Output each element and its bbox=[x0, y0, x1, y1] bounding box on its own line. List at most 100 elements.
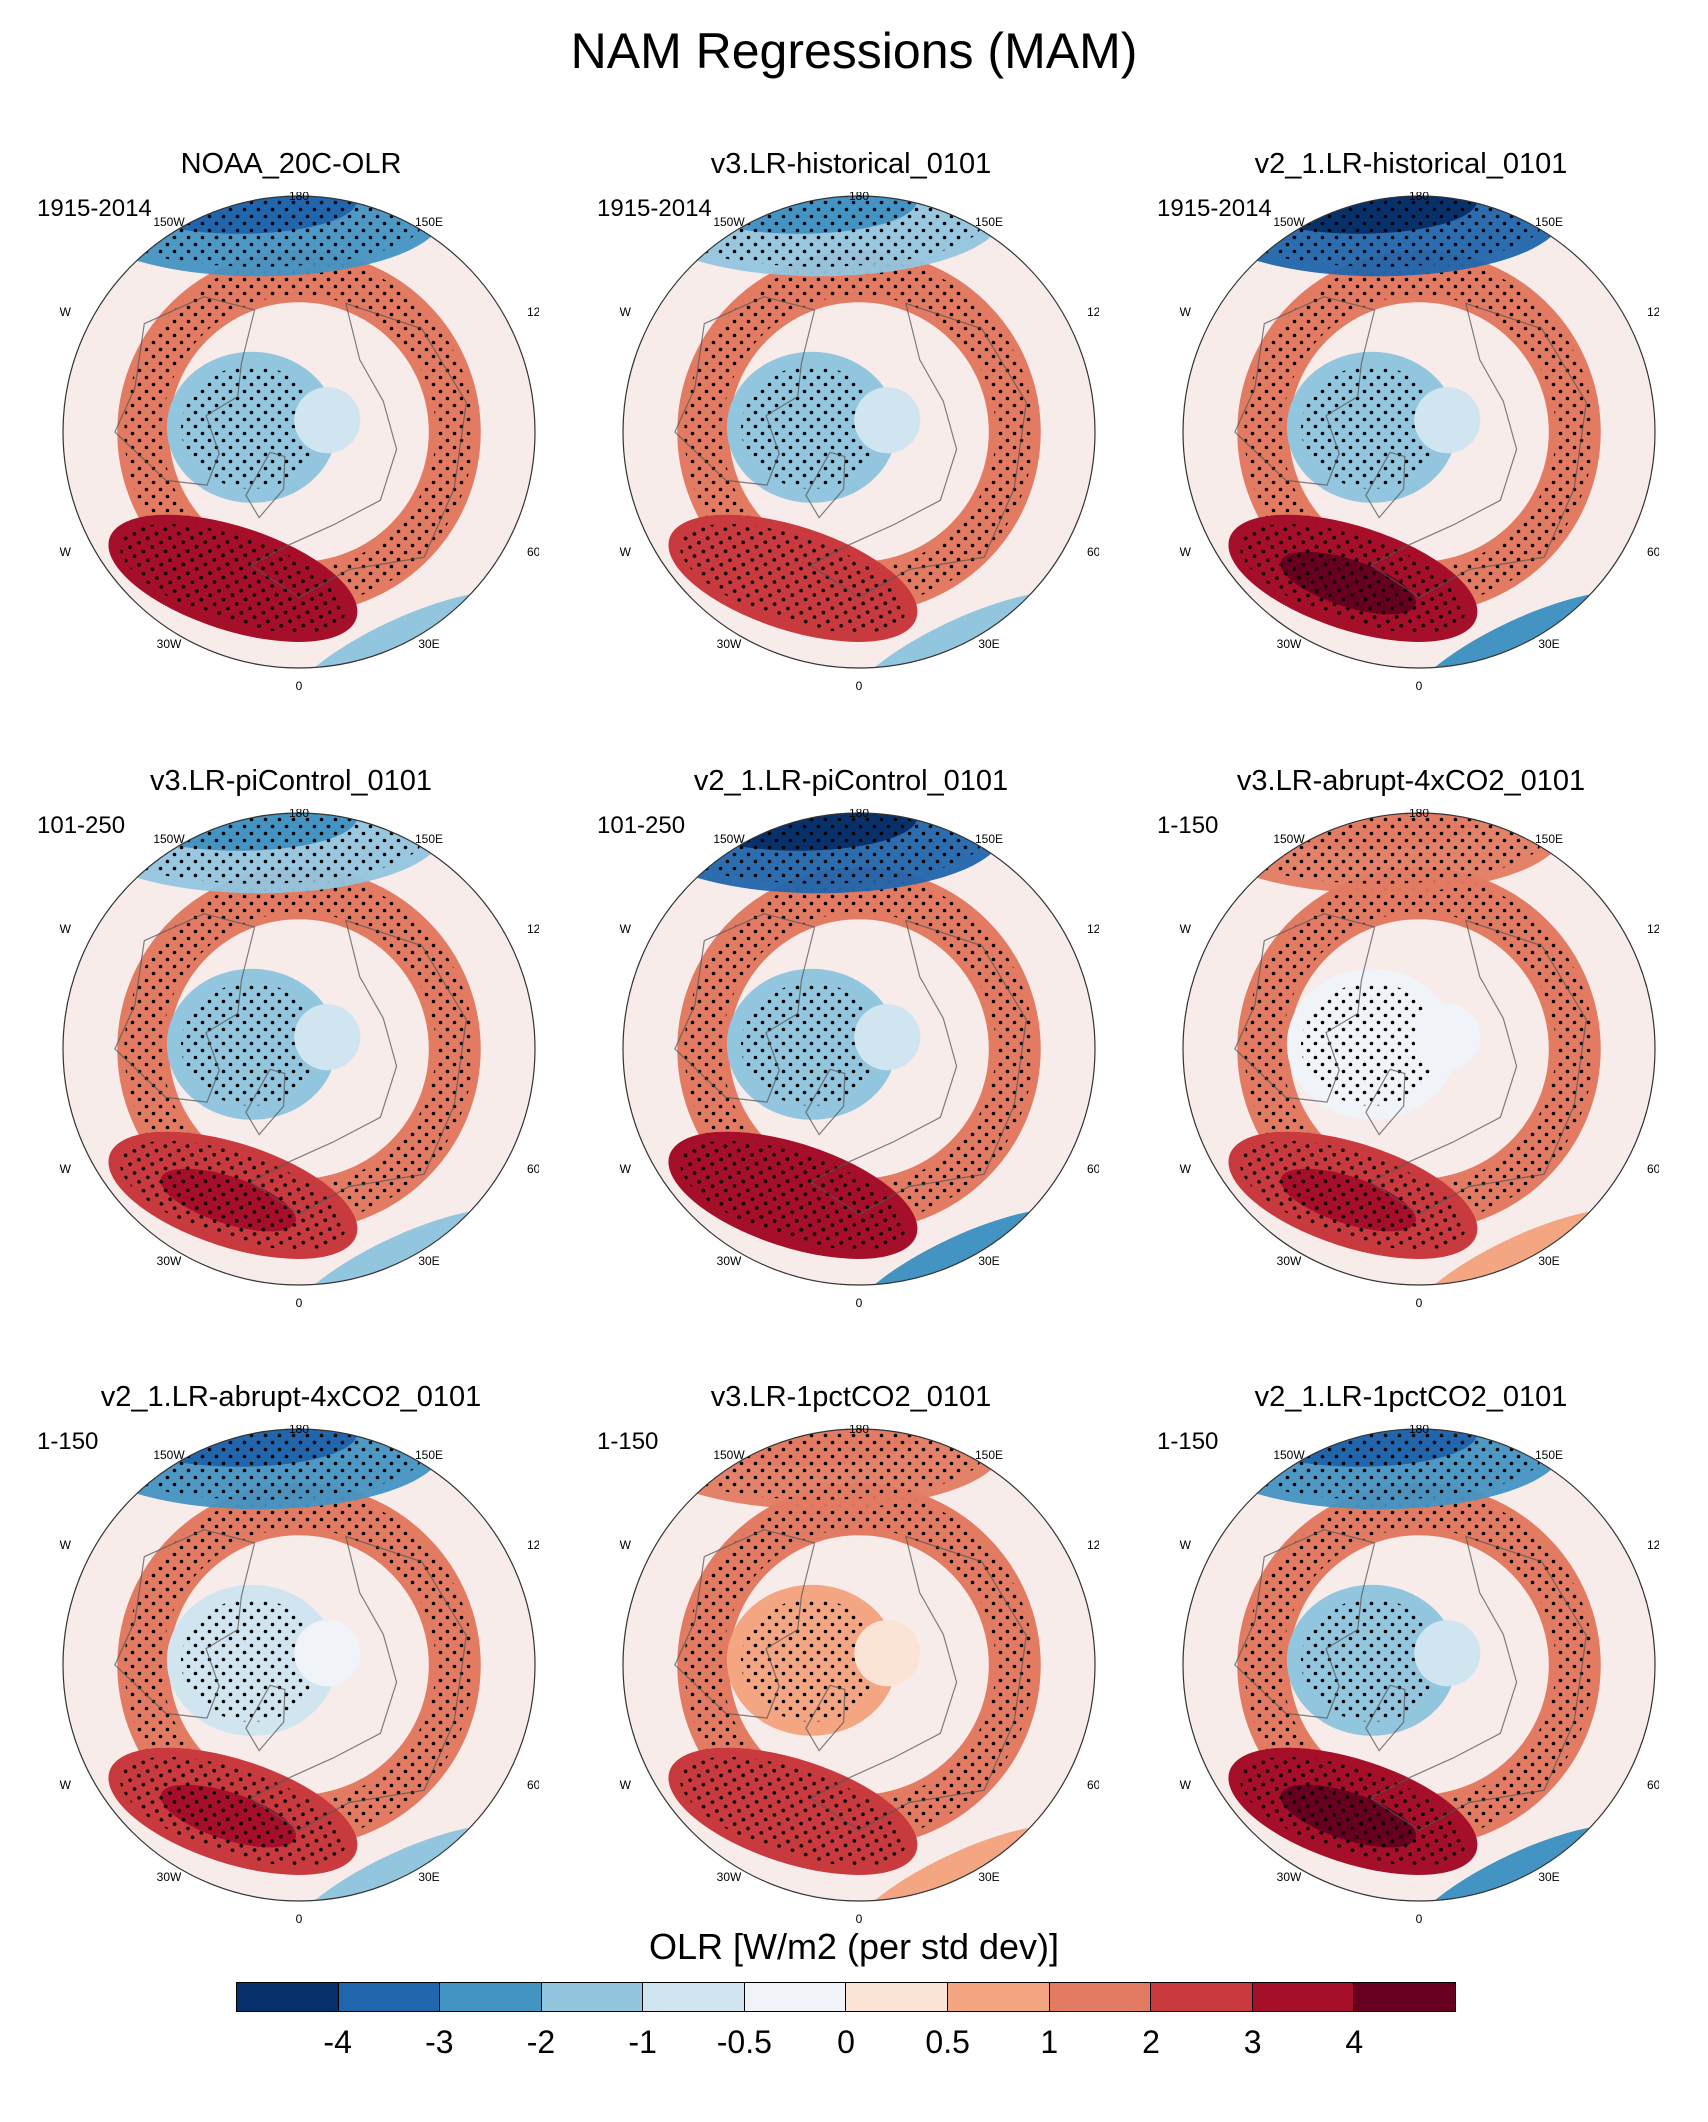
map-boundary bbox=[622, 1428, 1096, 1902]
longitude-label: 180 bbox=[289, 1425, 309, 1436]
longitude-label: 120E bbox=[1087, 1538, 1099, 1552]
period-label: 101-250 bbox=[597, 812, 686, 839]
map-boundary bbox=[1182, 1428, 1656, 1902]
significance-stipple bbox=[181, 982, 323, 1106]
colorbar-tick-label: 3 bbox=[1243, 2024, 1262, 2060]
coastline bbox=[250, 1535, 467, 1831]
longitude-label: 150E bbox=[975, 215, 1003, 229]
coastline bbox=[805, 451, 846, 519]
longitude-label: 150W bbox=[1273, 832, 1305, 846]
longitude-label: 30W bbox=[717, 1870, 742, 1884]
longitude-label: 150W bbox=[1273, 215, 1305, 229]
longitude-label: 150E bbox=[1535, 1448, 1563, 1462]
pole-field bbox=[294, 1004, 361, 1071]
significance-stipple bbox=[1239, 523, 1466, 633]
longitude-label: 60E bbox=[1087, 1778, 1099, 1792]
longitude-label: 180 bbox=[849, 192, 869, 203]
colorbar-box bbox=[846, 1983, 949, 2011]
colorbar-box bbox=[440, 1983, 542, 2011]
longitude-label: 150W bbox=[713, 832, 745, 846]
map-boundary bbox=[62, 195, 536, 669]
map-panel: v2_1.LR-piControl_0101 101-250 180 150E 120E… bbox=[591, 765, 1111, 1345]
figure-title: NAM Regressions (MAM) bbox=[570, 23, 1138, 79]
map-panel: v3.LR-piControl_0101101-250180150E120E90… bbox=[31, 765, 551, 1345]
longitude-label: 150E bbox=[1535, 832, 1563, 846]
pole-field bbox=[854, 387, 921, 454]
colorbar bbox=[236, 1982, 1456, 2012]
map-boundary bbox=[62, 812, 536, 1286]
longitude-label: 30W bbox=[1277, 637, 1302, 651]
longitude-label: 0 bbox=[296, 679, 303, 693]
colorbar-tick-label: -2 bbox=[526, 2024, 556, 2060]
longitude-label: 60W bbox=[59, 1162, 72, 1176]
longitude-label: 120W bbox=[1179, 922, 1192, 936]
significance-stipple bbox=[1213, 1429, 1545, 1500]
pole-field bbox=[1414, 387, 1481, 454]
significance-stipple bbox=[119, 1140, 346, 1250]
coastline bbox=[245, 451, 286, 519]
pole-field bbox=[294, 387, 361, 454]
colorbar-tick-label: 0.5 bbox=[925, 2024, 970, 2060]
longitude-label: 60E bbox=[1087, 545, 1099, 559]
panel-title: v3.LR-historical_0101 bbox=[710, 148, 992, 180]
pole-field bbox=[1414, 1620, 1481, 1687]
longitude-label: 30E bbox=[978, 1870, 999, 1884]
longitude-label: 30W bbox=[157, 637, 182, 651]
significance-stipple bbox=[1301, 1598, 1443, 1722]
longitude-label: 120E bbox=[1087, 305, 1099, 319]
period-label: 1-150 bbox=[1157, 812, 1219, 839]
significance-stipple bbox=[181, 1598, 323, 1722]
longitude-label: 60E bbox=[527, 1778, 539, 1792]
significance-stipple bbox=[741, 365, 883, 489]
significance-stipple bbox=[741, 982, 883, 1106]
longitude-label: 120E bbox=[527, 1538, 539, 1552]
longitude-label: 60E bbox=[527, 545, 539, 559]
colorbar-box bbox=[643, 1983, 745, 2011]
longitude-label: 30E bbox=[978, 1254, 999, 1268]
panel-title: v2_1.LR-abrupt-4xCO2_0101 bbox=[100, 1381, 482, 1413]
coastline bbox=[805, 1684, 846, 1752]
map-panel: v3.LR-abrupt-4xCO2_01011-150180150E120E9… bbox=[1151, 765, 1671, 1345]
coastline bbox=[805, 1068, 846, 1136]
map-panel: v2_1.LR-1pctCO2_01011-150180150E120E90E6… bbox=[1151, 1381, 1671, 1961]
colorbar-title: OLR [W/m2 (per std dev)] bbox=[648, 1926, 1060, 1967]
longitude-label: 120W bbox=[619, 305, 632, 319]
period-label: 1915-2014 bbox=[597, 195, 712, 222]
significance-stipple bbox=[679, 1756, 906, 1866]
longitude-label: 120W bbox=[59, 922, 72, 936]
longitude-label: 60W bbox=[1179, 1162, 1192, 1176]
longitude-label: 120W bbox=[1179, 305, 1192, 319]
significance-stipple bbox=[741, 1598, 883, 1722]
longitude-label: 60E bbox=[1647, 1162, 1659, 1176]
coastline bbox=[250, 302, 467, 598]
colorbar-tick-label: -4 bbox=[323, 2024, 352, 2060]
coastline bbox=[114, 296, 256, 486]
period-label: 1-150 bbox=[1157, 1428, 1219, 1455]
coastline bbox=[810, 302, 1027, 598]
panel-title: v3.LR-piControl_0101 bbox=[149, 765, 433, 797]
longitude-label: 180 bbox=[1409, 1425, 1429, 1436]
pole-field bbox=[854, 1620, 921, 1687]
coastline bbox=[1365, 451, 1406, 519]
polar-map: 180150E120E90E60E30E030W60W90W120W150W bbox=[59, 809, 539, 1310]
longitude-label: 180 bbox=[849, 1425, 869, 1436]
panel-title: v3.LR-1pctCO2_0101 bbox=[710, 1381, 992, 1413]
significance-stipple bbox=[653, 1429, 985, 1500]
longitude-label: 120E bbox=[1647, 305, 1659, 319]
longitude-label: 30W bbox=[1277, 1870, 1302, 1884]
longitude-label: 30E bbox=[418, 637, 439, 651]
longitude-label: 0 bbox=[856, 1912, 863, 1926]
map-panel: v3.LR-1pctCO2_01011-150180150E120E90E60E… bbox=[591, 1381, 1111, 1961]
period-label: 1915-2014 bbox=[1157, 195, 1272, 222]
longitude-label: 60E bbox=[1647, 1778, 1659, 1792]
polar-map: 180150E120E90E60E30E030W60W90W120W150W bbox=[619, 192, 1099, 693]
longitude-label: 120W bbox=[59, 1538, 72, 1552]
polar-map: 180150E120E90E60E30E030W60W90W120W150W bbox=[1179, 192, 1659, 693]
significance-stipple bbox=[1301, 982, 1443, 1106]
longitude-label: 180 bbox=[849, 809, 869, 820]
longitude-label: 30E bbox=[1538, 1254, 1559, 1268]
map-boundary bbox=[1182, 812, 1656, 1286]
map-boundary bbox=[622, 812, 1096, 1286]
colorbar-box bbox=[744, 1983, 847, 2011]
pole-field bbox=[294, 1620, 361, 1687]
